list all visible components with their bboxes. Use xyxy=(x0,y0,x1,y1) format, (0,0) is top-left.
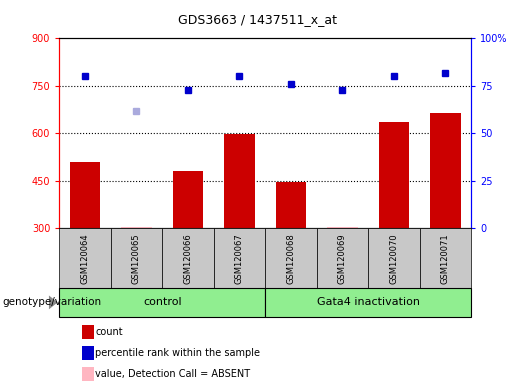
Bar xyxy=(420,228,471,288)
Bar xyxy=(327,227,358,228)
Text: Gata4 inactivation: Gata4 inactivation xyxy=(317,297,420,308)
Text: count: count xyxy=(95,327,123,337)
Text: GDS3663 / 1437511_x_at: GDS3663 / 1437511_x_at xyxy=(178,13,337,26)
Bar xyxy=(59,288,265,317)
Text: GSM120064: GSM120064 xyxy=(80,233,90,283)
Text: GSM120070: GSM120070 xyxy=(389,233,399,283)
Bar xyxy=(430,113,461,228)
Bar xyxy=(214,228,265,288)
Text: GSM120065: GSM120065 xyxy=(132,233,141,283)
Bar xyxy=(111,228,162,288)
Bar xyxy=(265,288,471,317)
Bar xyxy=(317,228,368,288)
Text: genotype/variation: genotype/variation xyxy=(3,297,101,308)
Text: GSM120067: GSM120067 xyxy=(235,233,244,284)
Text: control: control xyxy=(143,297,181,308)
Text: GSM120069: GSM120069 xyxy=(338,233,347,283)
Bar xyxy=(59,228,111,288)
Bar xyxy=(70,162,100,228)
Bar xyxy=(265,228,317,288)
Text: GSM120071: GSM120071 xyxy=(441,233,450,283)
Text: GSM120068: GSM120068 xyxy=(286,233,296,284)
Text: percentile rank within the sample: percentile rank within the sample xyxy=(95,348,260,358)
Bar xyxy=(379,122,409,228)
Bar xyxy=(121,227,152,228)
Bar xyxy=(224,134,255,228)
Bar xyxy=(162,228,214,288)
Bar xyxy=(276,182,306,228)
Bar xyxy=(368,228,420,288)
Bar xyxy=(173,171,203,228)
Text: value, Detection Call = ABSENT: value, Detection Call = ABSENT xyxy=(95,369,250,379)
Text: GSM120066: GSM120066 xyxy=(183,233,193,284)
